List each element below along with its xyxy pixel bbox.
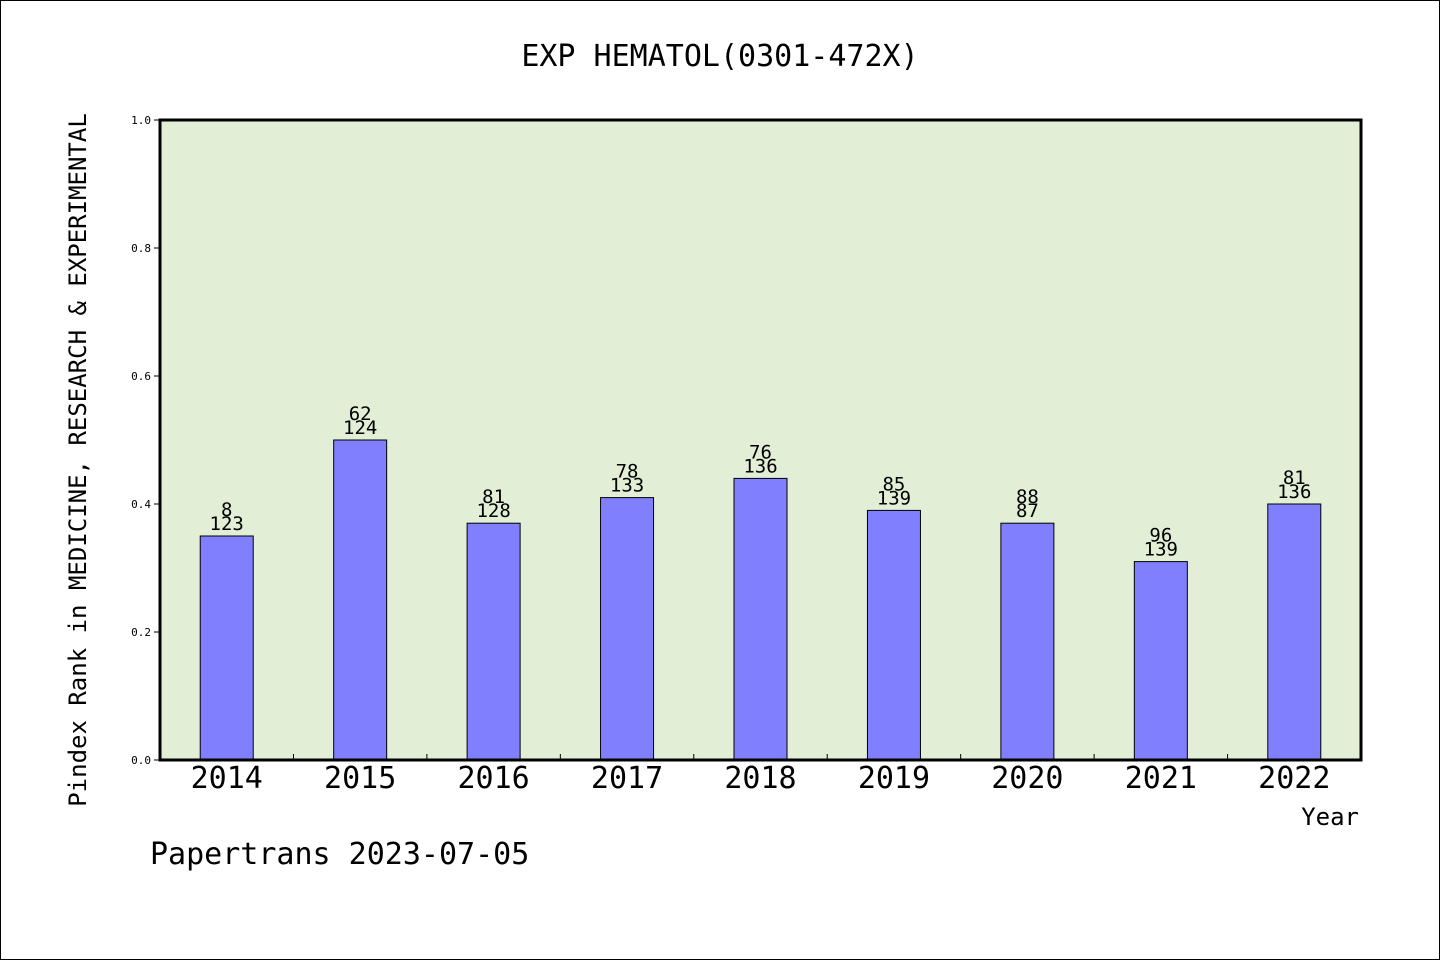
x-tick-label-2020: 2020 bbox=[991, 761, 1063, 796]
y-axis-label: Pindex Rank in MEDICINE, RESEARCH & EXPE… bbox=[64, 113, 92, 807]
total-label-2018: 136 bbox=[743, 455, 777, 477]
y-tick-label: 1.0 bbox=[131, 114, 151, 127]
y-tick-label: 0.4 bbox=[131, 498, 151, 511]
total-label-2015: 124 bbox=[343, 417, 377, 439]
footer-credit: Papertrans 2023-07-05 bbox=[150, 837, 529, 872]
y-axis: 0.0 0.2 0.4 0.6 0.8 1.0 bbox=[131, 114, 160, 767]
rank-label-2016: 81 bbox=[482, 486, 505, 508]
x-axis: 2014 2015 2016 2017 2018 2019 2020 2021 2022 bbox=[191, 754, 1330, 796]
total-label-2019: 139 bbox=[877, 487, 911, 509]
x-tick-label-2015: 2015 bbox=[324, 761, 396, 796]
x-tick-label-2021: 2021 bbox=[1125, 761, 1197, 796]
x-tick-label-2017: 2017 bbox=[591, 761, 663, 796]
bar-2021 bbox=[1133, 561, 1188, 761]
rank-label-2014: 8 bbox=[221, 499, 232, 521]
x-tick-label-2014: 2014 bbox=[191, 761, 263, 796]
y-tick-label: 0.0 bbox=[131, 754, 151, 767]
bar-2016 bbox=[466, 522, 521, 761]
rank-label-2018: 76 bbox=[749, 441, 772, 463]
x-tick-label-2016: 2016 bbox=[457, 761, 529, 796]
y-tick-label: 0.2 bbox=[131, 626, 151, 639]
rank-label-2021: 96 bbox=[1149, 525, 1172, 547]
bar-2015 bbox=[333, 439, 388, 761]
x-tick-label-2019: 2019 bbox=[858, 761, 930, 796]
chart-title: EXP HEMATOL(0301-472X) bbox=[521, 39, 918, 74]
total-label-2016: 128 bbox=[476, 500, 510, 522]
total-label-2017: 133 bbox=[610, 475, 644, 497]
total-label-2014: 123 bbox=[210, 513, 244, 535]
bar-2020 bbox=[1000, 522, 1055, 761]
bar-2017 bbox=[600, 497, 655, 761]
total-label-2020: 87 bbox=[1016, 500, 1039, 522]
bar-2019 bbox=[866, 509, 921, 761]
bar-2018 bbox=[733, 477, 788, 761]
x-axis-label: Year bbox=[1301, 803, 1359, 831]
plot-frame bbox=[158, 118, 1363, 762]
total-label-2022: 136 bbox=[1277, 481, 1311, 503]
rank-label-2020: 88 bbox=[1016, 486, 1039, 508]
rank-label-2019: 85 bbox=[882, 473, 905, 495]
bars-layer bbox=[199, 439, 1322, 761]
rank-label-2022: 81 bbox=[1283, 467, 1306, 489]
rank-label-2017: 78 bbox=[616, 461, 639, 483]
y-tick-label: 0.8 bbox=[131, 242, 151, 255]
y-tick-label: 0.6 bbox=[131, 370, 151, 383]
total-label-2021: 139 bbox=[1144, 539, 1178, 561]
x-tick-label-2018: 2018 bbox=[724, 761, 796, 796]
rank-label-2015: 62 bbox=[349, 403, 372, 425]
bar-2014 bbox=[199, 535, 254, 761]
x-tick-label-2022: 2022 bbox=[1258, 761, 1330, 796]
bar-2022 bbox=[1267, 503, 1322, 761]
